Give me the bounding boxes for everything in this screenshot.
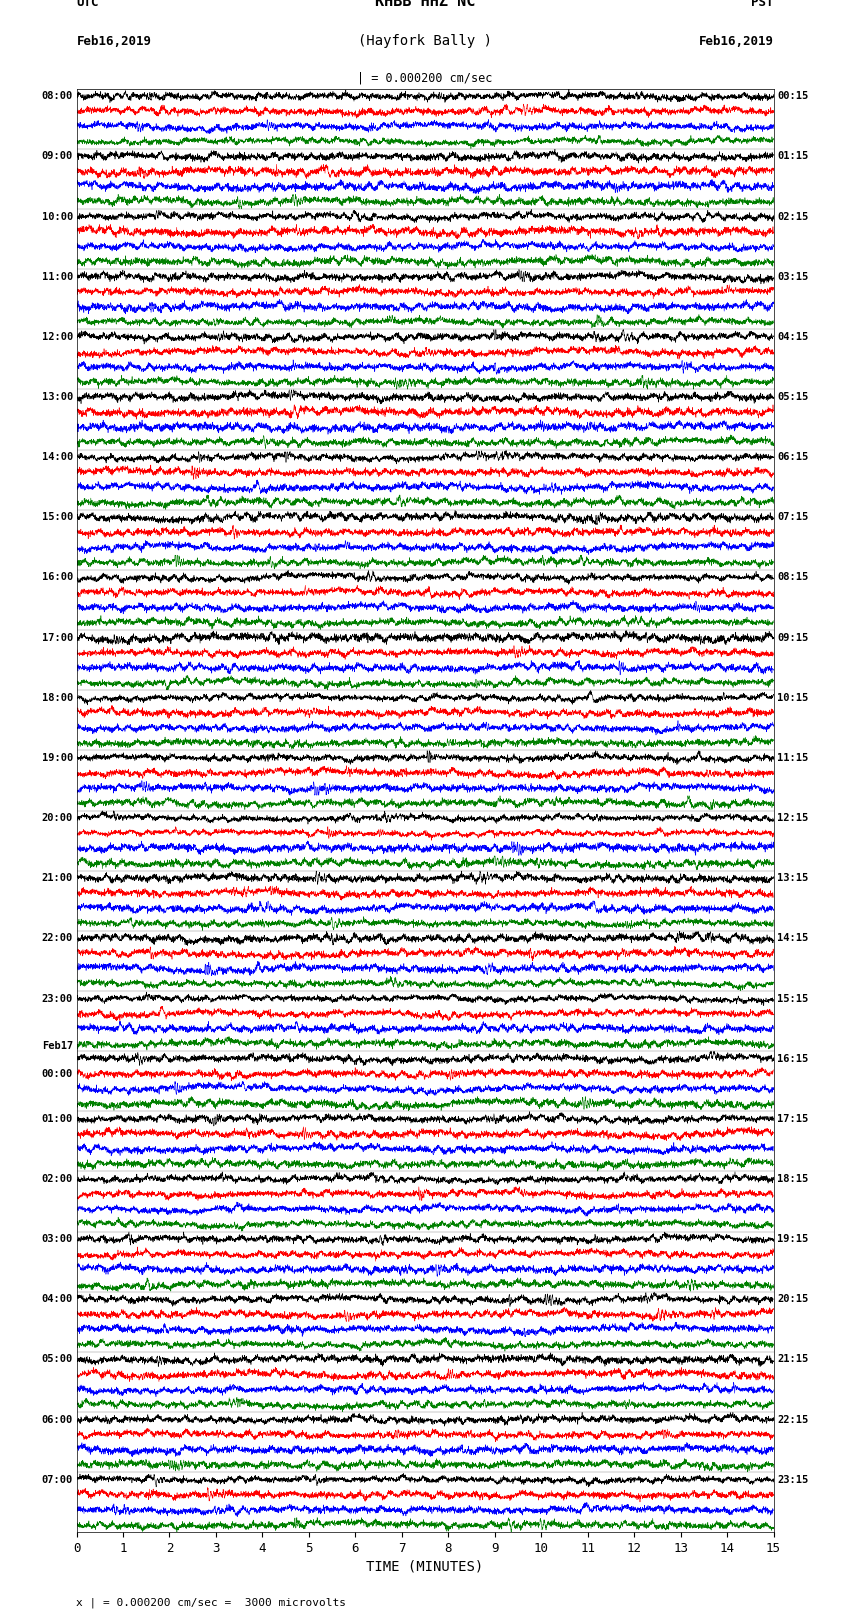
Text: 13:00: 13:00 [42,392,73,402]
Text: 16:15: 16:15 [777,1053,808,1063]
Text: 10:15: 10:15 [777,692,808,703]
Text: 02:00: 02:00 [42,1174,73,1184]
Text: Feb16,2019: Feb16,2019 [76,35,151,48]
Text: 00:15: 00:15 [777,92,808,102]
Text: 05:15: 05:15 [777,392,808,402]
Text: 19:15: 19:15 [777,1234,808,1244]
Text: 17:15: 17:15 [777,1115,808,1124]
Text: 19:00: 19:00 [42,753,73,763]
Text: 16:00: 16:00 [42,573,73,582]
Text: 08:00: 08:00 [42,92,73,102]
Text: 04:15: 04:15 [777,332,808,342]
Text: 02:15: 02:15 [777,211,808,221]
Text: 12:00: 12:00 [42,332,73,342]
Text: 14:15: 14:15 [777,934,808,944]
Text: 20:15: 20:15 [777,1294,808,1305]
Text: UTC: UTC [76,0,99,10]
Text: 13:15: 13:15 [777,873,808,884]
Text: Feb16,2019: Feb16,2019 [699,35,774,48]
Text: 01:15: 01:15 [777,152,808,161]
Text: 15:00: 15:00 [42,513,73,523]
Text: 06:00: 06:00 [42,1415,73,1424]
Text: 03:00: 03:00 [42,1234,73,1244]
Text: 04:00: 04:00 [42,1294,73,1305]
Text: 08:15: 08:15 [777,573,808,582]
Text: 21:15: 21:15 [777,1355,808,1365]
Text: 23:15: 23:15 [777,1474,808,1484]
Text: 11:00: 11:00 [42,271,73,282]
Text: x | = 0.000200 cm/sec =  3000 microvolts: x | = 0.000200 cm/sec = 3000 microvolts [76,1597,347,1608]
Text: 06:15: 06:15 [777,452,808,463]
Text: 07:00: 07:00 [42,1474,73,1484]
Text: 20:00: 20:00 [42,813,73,823]
Text: 07:15: 07:15 [777,513,808,523]
Text: 09:00: 09:00 [42,152,73,161]
Text: 11:15: 11:15 [777,753,808,763]
Text: 05:00: 05:00 [42,1355,73,1365]
Text: 18:15: 18:15 [777,1174,808,1184]
Text: 22:15: 22:15 [777,1415,808,1424]
Text: 17:00: 17:00 [42,632,73,642]
Text: 15:15: 15:15 [777,994,808,1003]
Text: 21:00: 21:00 [42,873,73,884]
Text: 12:15: 12:15 [777,813,808,823]
Text: 09:15: 09:15 [777,632,808,642]
Text: 00:00: 00:00 [42,1069,73,1079]
X-axis label: TIME (MINUTES): TIME (MINUTES) [366,1560,484,1573]
Text: Feb17: Feb17 [42,1040,73,1052]
Text: 22:00: 22:00 [42,934,73,944]
Text: 03:15: 03:15 [777,271,808,282]
Text: KHBB HHZ NC: KHBB HHZ NC [375,0,475,10]
Text: | = 0.000200 cm/sec: | = 0.000200 cm/sec [357,71,493,84]
Text: 01:00: 01:00 [42,1115,73,1124]
Text: (Hayfork Bally ): (Hayfork Bally ) [358,34,492,48]
Text: 23:00: 23:00 [42,994,73,1003]
Text: 18:00: 18:00 [42,692,73,703]
Text: PST: PST [751,0,774,10]
Text: 10:00: 10:00 [42,211,73,221]
Text: 14:00: 14:00 [42,452,73,463]
